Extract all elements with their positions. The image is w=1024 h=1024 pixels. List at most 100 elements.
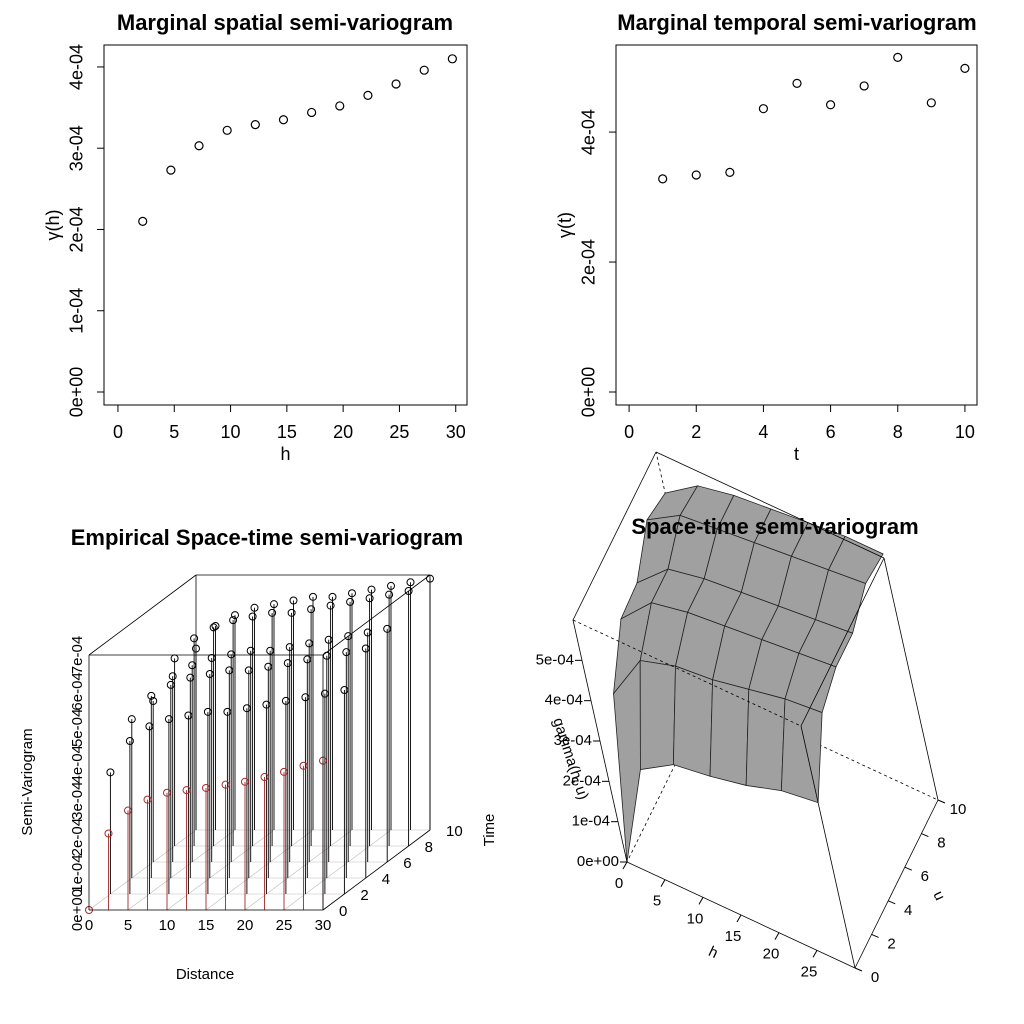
y-tick (854, 967, 863, 972)
point (328, 592, 337, 601)
surface-facet (780, 698, 823, 804)
x-tick-label: 10 (687, 910, 704, 927)
y-tick-label: 0 (339, 903, 347, 920)
y-tick-label: 3e-04 (67, 125, 87, 171)
point (270, 600, 278, 609)
point (149, 696, 158, 705)
point (426, 574, 434, 583)
point (278, 115, 289, 125)
point (194, 141, 204, 151)
point (289, 596, 298, 605)
x-tick-label: 10 (221, 422, 241, 442)
point (335, 101, 345, 111)
x-tick (622, 861, 628, 870)
point (287, 608, 296, 617)
surface-facet (672, 665, 714, 777)
y-tick-label: 2e-04 (67, 206, 87, 252)
point (326, 601, 335, 610)
point (163, 788, 171, 797)
floor-grid (88, 829, 197, 911)
point (301, 693, 310, 702)
x-tick-label: 20 (763, 946, 780, 963)
x-tick-label: 25 (801, 963, 818, 980)
point (166, 680, 175, 689)
z-tick-label: 1e-04 (572, 813, 610, 830)
z-tick-label: 1e-04 (69, 854, 86, 892)
box-edge (88, 574, 197, 656)
x-tick-label: 2 (691, 422, 701, 442)
floor-grid (127, 829, 236, 911)
plot-box (615, 44, 978, 406)
x-tick-label: 25 (276, 917, 293, 934)
x-tick-label: 0 (624, 422, 634, 442)
point (264, 662, 273, 671)
y-axis-label: γ(h) (43, 210, 63, 241)
floor-grid (166, 829, 275, 911)
point (138, 216, 148, 226)
x-tick-label: 25 (389, 422, 409, 442)
point (361, 644, 370, 653)
z-tick-label: 4e-04 (69, 745, 86, 783)
y-tick-label: 2 (360, 887, 368, 904)
floor-grid (244, 829, 353, 911)
point (125, 737, 134, 745)
x-tick (698, 897, 704, 905)
point (242, 704, 251, 713)
point (229, 616, 238, 625)
y-tick-label: 0 (871, 969, 879, 986)
y-tick (871, 933, 879, 938)
point (184, 711, 193, 720)
box-edge (322, 574, 431, 656)
x-tick-label: 0 (85, 917, 93, 934)
z-tick-label: 0e+00 (577, 853, 619, 870)
point (202, 783, 210, 792)
chart-title: Space-time semi-variogram (631, 514, 918, 539)
x-tick-label: 0 (615, 875, 623, 892)
point (383, 624, 392, 633)
point (164, 715, 173, 724)
point (344, 632, 353, 641)
x-tick-label: 15 (198, 917, 215, 934)
y-tick (904, 866, 912, 871)
y-tick (937, 799, 946, 804)
z-tick-label: 3e-04 (69, 782, 86, 820)
x-tick (812, 950, 818, 958)
point (307, 107, 317, 118)
point (758, 104, 769, 114)
y-tick-label: 0e+00 (67, 367, 87, 418)
y-tick-label: 4 (382, 871, 390, 888)
point (207, 654, 216, 662)
point (250, 120, 260, 130)
x-tick-label: 8 (893, 422, 903, 442)
point (346, 597, 355, 606)
point (168, 672, 177, 681)
point (385, 590, 394, 599)
x-tick (774, 932, 780, 940)
point (387, 581, 395, 590)
point (227, 650, 236, 659)
y-tick-label: 1e-04 (67, 288, 87, 334)
y-tick-label: 4 (904, 902, 912, 919)
point (792, 78, 802, 88)
chart-title: Marginal spatial semi-variogram (117, 10, 453, 35)
point (124, 806, 132, 815)
point (391, 79, 401, 89)
point (342, 648, 351, 657)
point (303, 655, 312, 664)
x-axis-label: t (794, 444, 799, 464)
point (340, 686, 349, 694)
x-tick-label: 10 (159, 917, 176, 934)
y-tick-label: 10 (446, 823, 463, 840)
box-edge (572, 451, 657, 621)
y-tick-label: 4e-04 (67, 44, 87, 90)
z-tick-label: 0e+00 (69, 889, 86, 931)
point (268, 608, 277, 617)
point (348, 589, 356, 598)
x-tick-label: 30 (315, 917, 332, 934)
point (307, 605, 316, 614)
z-tick-label: 7e-04 (69, 636, 86, 674)
y-tick-label: 2 (887, 935, 895, 952)
surface-facet (709, 679, 750, 786)
point (926, 98, 936, 108)
